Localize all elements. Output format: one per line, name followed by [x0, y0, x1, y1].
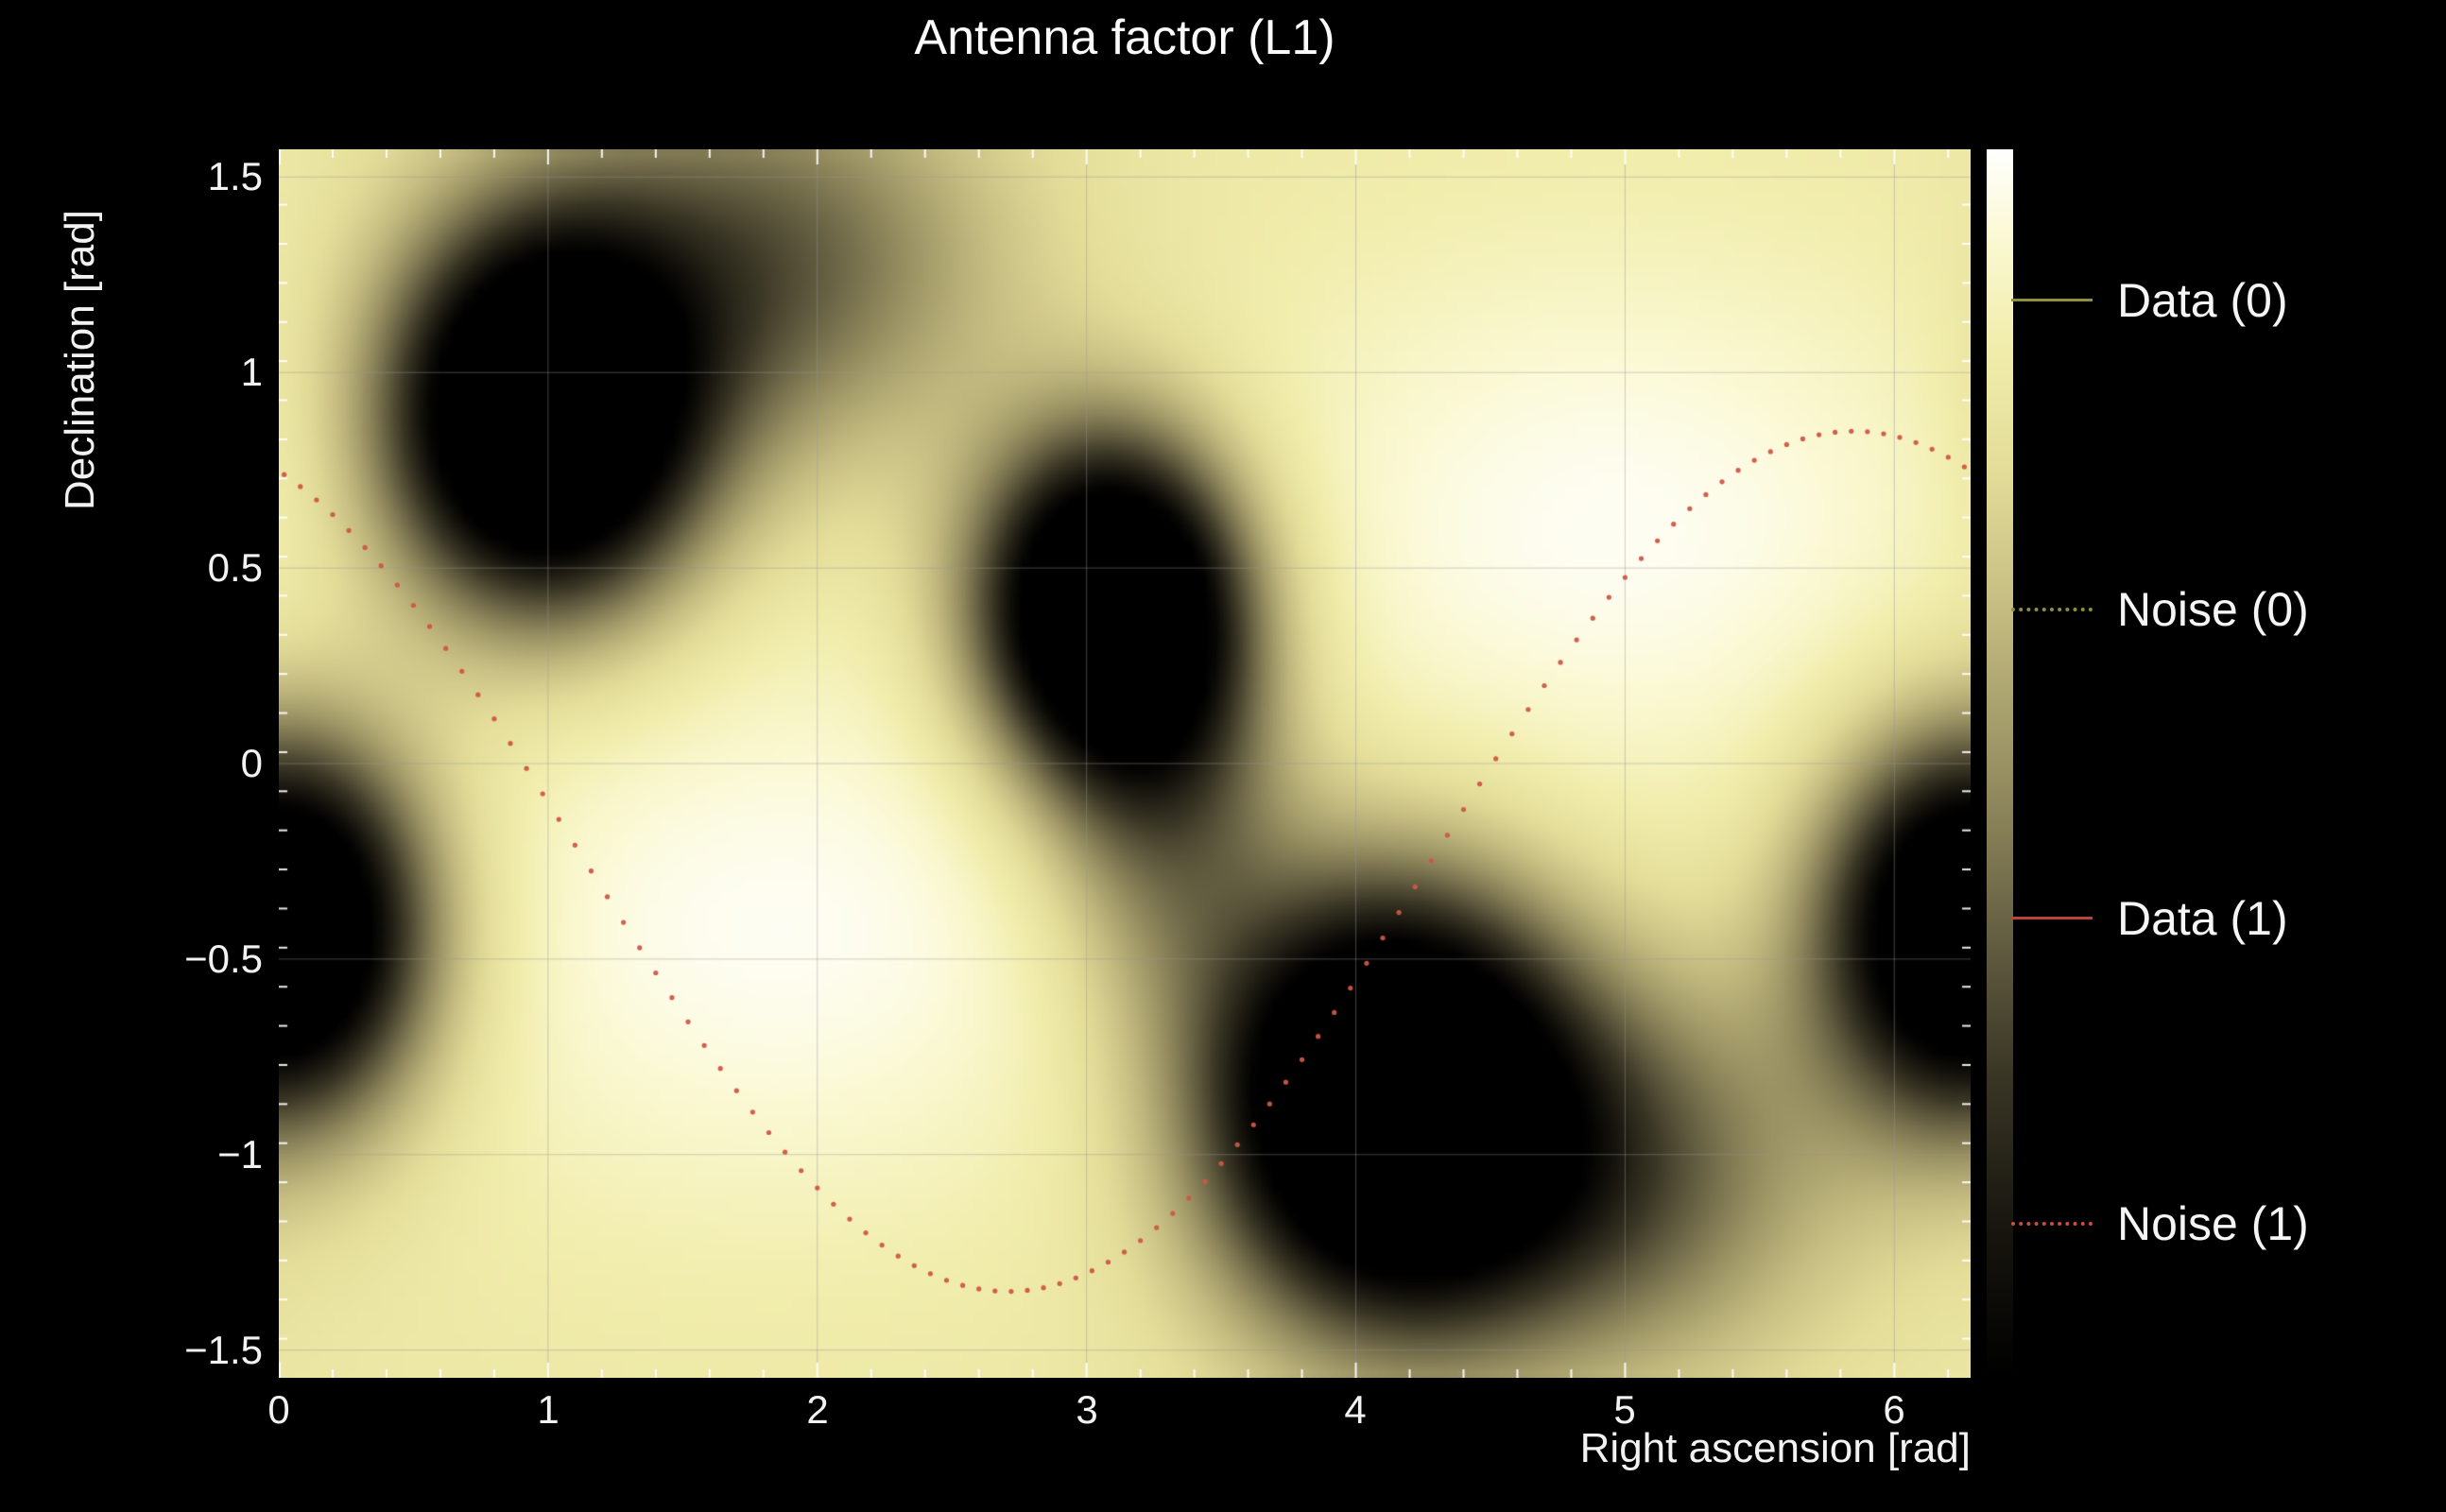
x-tick-label: 3: [1076, 1387, 1098, 1432]
x-tick-label: 6: [1883, 1387, 1905, 1432]
legend-entry: Noise (0): [2011, 579, 2446, 640]
legend-entry: Noise (1): [2011, 1194, 2446, 1254]
x-tick-label: 1: [537, 1387, 560, 1432]
legend-line-sample-data0: [2011, 299, 2093, 301]
legend-line-sample-data1: [2011, 917, 2093, 919]
colorbar: [1987, 149, 2013, 1378]
legend-entry: Data (1): [2011, 888, 2446, 949]
chart-title: Antenna factor (L1): [914, 10, 1335, 65]
x-tick-label: 0: [267, 1387, 290, 1432]
legend-entry: Data (0): [2011, 270, 2446, 331]
x-axis-title: Right ascension [rad]: [1579, 1425, 1971, 1471]
x-tick-label: 2: [806, 1387, 829, 1432]
y-tick-label: 0: [240, 741, 263, 785]
legend-line-sample-noise0: [2011, 608, 2093, 611]
y-tick-label: 1.5: [207, 154, 263, 198]
heatmap-plot: [279, 149, 1971, 1378]
legend-label: Noise (1): [2117, 1197, 2309, 1250]
y-tick-label: −1.5: [184, 1328, 263, 1372]
x-tick-label: 4: [1344, 1387, 1367, 1432]
y-tick-label: 1: [240, 350, 263, 394]
x-tick-label: 5: [1613, 1387, 1636, 1432]
y-tick-label: −1: [217, 1132, 263, 1177]
y-tick-label: −0.5: [184, 936, 263, 981]
legend-label: Data (1): [2117, 892, 2288, 945]
legend-label: Data (0): [2117, 274, 2288, 327]
legend-line-sample-noise1: [2011, 1222, 2093, 1226]
y-tick-label: 0.5: [207, 545, 263, 590]
legend-label: Noise (0): [2117, 583, 2309, 636]
